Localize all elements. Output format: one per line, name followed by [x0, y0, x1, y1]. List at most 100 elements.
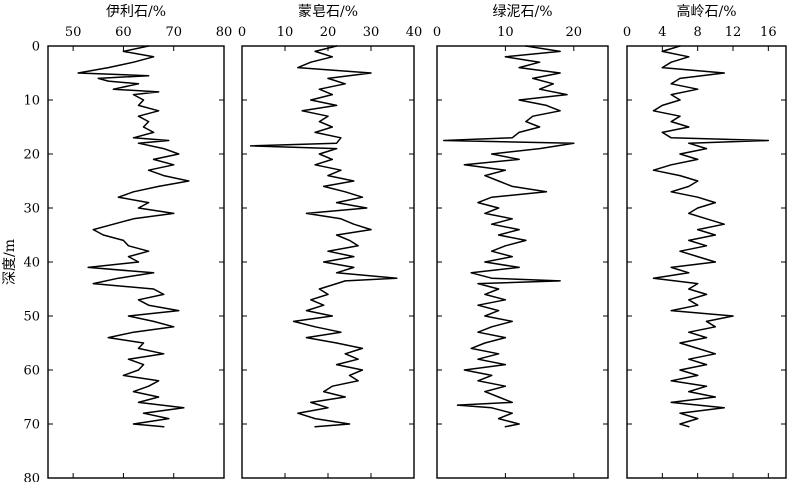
- data-point: [336, 104, 338, 106]
- data-point: [348, 239, 351, 241]
- data-point: [697, 180, 699, 182]
- data-point: [705, 385, 708, 387]
- data-point: [504, 385, 506, 387]
- data-point: [361, 369, 363, 371]
- data-point: [456, 404, 459, 406]
- data-point: [511, 256, 513, 258]
- data-point: [511, 401, 513, 403]
- data-point: [511, 218, 513, 220]
- data-point: [484, 212, 486, 214]
- data-point: [491, 407, 493, 409]
- x-tick-label: 60: [115, 25, 132, 40]
- series-line-3: [443, 45, 575, 428]
- data-point: [318, 121, 320, 123]
- data-point: [679, 175, 681, 177]
- data-point: [305, 310, 308, 312]
- data-point: [310, 299, 312, 301]
- data-point: [336, 234, 338, 236]
- data-point: [331, 158, 333, 160]
- data-point: [511, 137, 513, 139]
- data-point: [518, 67, 520, 69]
- data-point: [137, 347, 140, 349]
- data-point: [107, 80, 109, 82]
- panel-title: 蒙皂石/%: [298, 4, 358, 20]
- data-point: [92, 283, 94, 285]
- y-axis-label: 深度/m: [2, 239, 18, 285]
- data-point: [331, 94, 333, 96]
- data-point: [539, 148, 541, 150]
- x-tick-label: 0: [238, 25, 246, 40]
- data-point: [491, 250, 493, 252]
- data-point: [132, 61, 135, 63]
- data-point: [511, 320, 513, 322]
- data-point: [297, 412, 299, 414]
- data-point: [357, 380, 359, 382]
- data-point: [697, 418, 699, 420]
- data-point: [353, 266, 355, 268]
- data-point: [661, 131, 663, 133]
- data-point: [310, 99, 312, 101]
- data-point: [137, 142, 140, 144]
- panel-title: 高岭石/%: [676, 3, 736, 20]
- data-point: [679, 77, 681, 79]
- x-tick-label: 20: [566, 25, 583, 40]
- data-point: [498, 288, 500, 290]
- data-point: [697, 229, 699, 231]
- data-point: [697, 283, 699, 285]
- data-point: [498, 180, 500, 182]
- data-point: [153, 131, 155, 133]
- data-point: [511, 185, 513, 187]
- data-point: [652, 169, 655, 171]
- data-point: [178, 153, 180, 155]
- data-point: [679, 45, 681, 47]
- x-tick-label: 12: [725, 25, 742, 40]
- data-point: [142, 126, 145, 128]
- data-point: [679, 153, 681, 155]
- x-tick-label: 8: [694, 25, 702, 40]
- data-point: [539, 88, 541, 90]
- data-point: [661, 67, 663, 69]
- panel-title: 绿泥石/%: [492, 4, 552, 20]
- data-point: [661, 50, 663, 53]
- data-point: [573, 142, 575, 144]
- data-point: [340, 137, 342, 139]
- data-point: [559, 110, 561, 112]
- data-point: [504, 299, 506, 301]
- data-point: [566, 94, 568, 96]
- panel-frame: [241, 45, 415, 479]
- data-point: [688, 391, 690, 393]
- data-point: [163, 175, 165, 177]
- data-point: [168, 418, 170, 420]
- panel-frame: [626, 45, 787, 479]
- data-point: [137, 369, 140, 371]
- data-point: [679, 250, 681, 252]
- data-point: [477, 331, 479, 333]
- x-tick-label: 30: [363, 25, 380, 40]
- data-point: [470, 347, 472, 349]
- data-point: [331, 56, 333, 58]
- data-point: [340, 331, 342, 333]
- data-point: [336, 148, 338, 150]
- data-point: [318, 153, 320, 155]
- x-tick-label: 20: [320, 25, 337, 40]
- data-point: [670, 94, 672, 96]
- data-point: [353, 223, 355, 225]
- data-point: [477, 304, 479, 306]
- data-point: [348, 374, 351, 376]
- x-tick-label: 10: [277, 25, 294, 40]
- data-point: [559, 72, 561, 74]
- data-point: [137, 261, 140, 263]
- data-point: [714, 234, 716, 236]
- data-point: [688, 239, 690, 241]
- data-point: [314, 326, 316, 328]
- data-point: [491, 374, 493, 376]
- data-point: [310, 401, 312, 403]
- data-point: [336, 364, 338, 366]
- data-point: [142, 342, 145, 344]
- data-point: [491, 223, 493, 225]
- data-point: [148, 75, 150, 77]
- data-point: [336, 202, 338, 204]
- data-point: [532, 77, 534, 79]
- data-point: [142, 412, 145, 414]
